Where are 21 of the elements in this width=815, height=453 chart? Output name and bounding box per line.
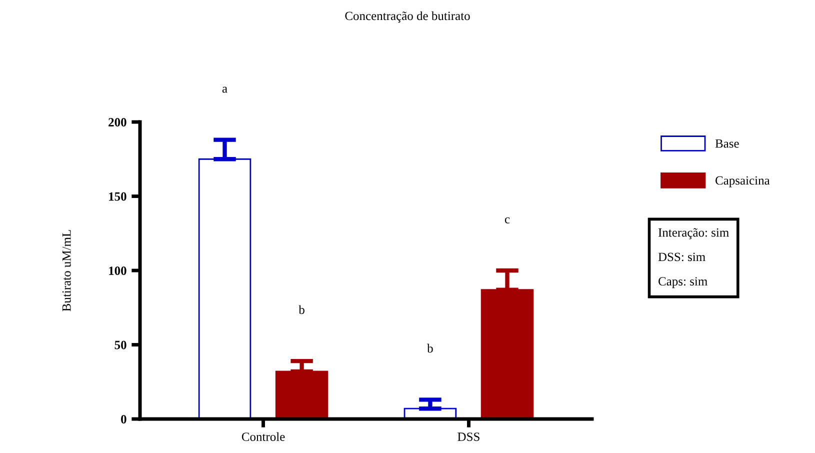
- y-tick-label: 0: [121, 415, 126, 424]
- x-tick-label: DSS: [458, 432, 480, 441]
- text: Interação: sim: [658, 228, 729, 240]
- annotation: b: [427, 344, 433, 353]
- text: a: [222, 86, 228, 93]
- annotation: b: [298, 305, 304, 314]
- y-axis-title: Butirato uM/mL: [62, 230, 71, 312]
- text: Caps: sim: [658, 277, 708, 288]
- text: DSS: sim: [658, 252, 706, 262]
- bar: [275, 370, 328, 419]
- annotation: c: [504, 217, 510, 224]
- legend-label: Base: [715, 139, 739, 148]
- bar: [480, 289, 534, 419]
- bar: [198, 158, 252, 419]
- y-tick-label: 50: [114, 340, 126, 350]
- y-tick-label: 150: [109, 192, 126, 201]
- chart-title: Concentração de butirato: [345, 11, 470, 23]
- y-tick-label: 100: [109, 266, 126, 275]
- x-tick-label: Controle: [242, 432, 285, 441]
- legend-label: Capsaicina: [716, 176, 770, 188]
- y-tick-label: 200: [108, 118, 126, 126]
